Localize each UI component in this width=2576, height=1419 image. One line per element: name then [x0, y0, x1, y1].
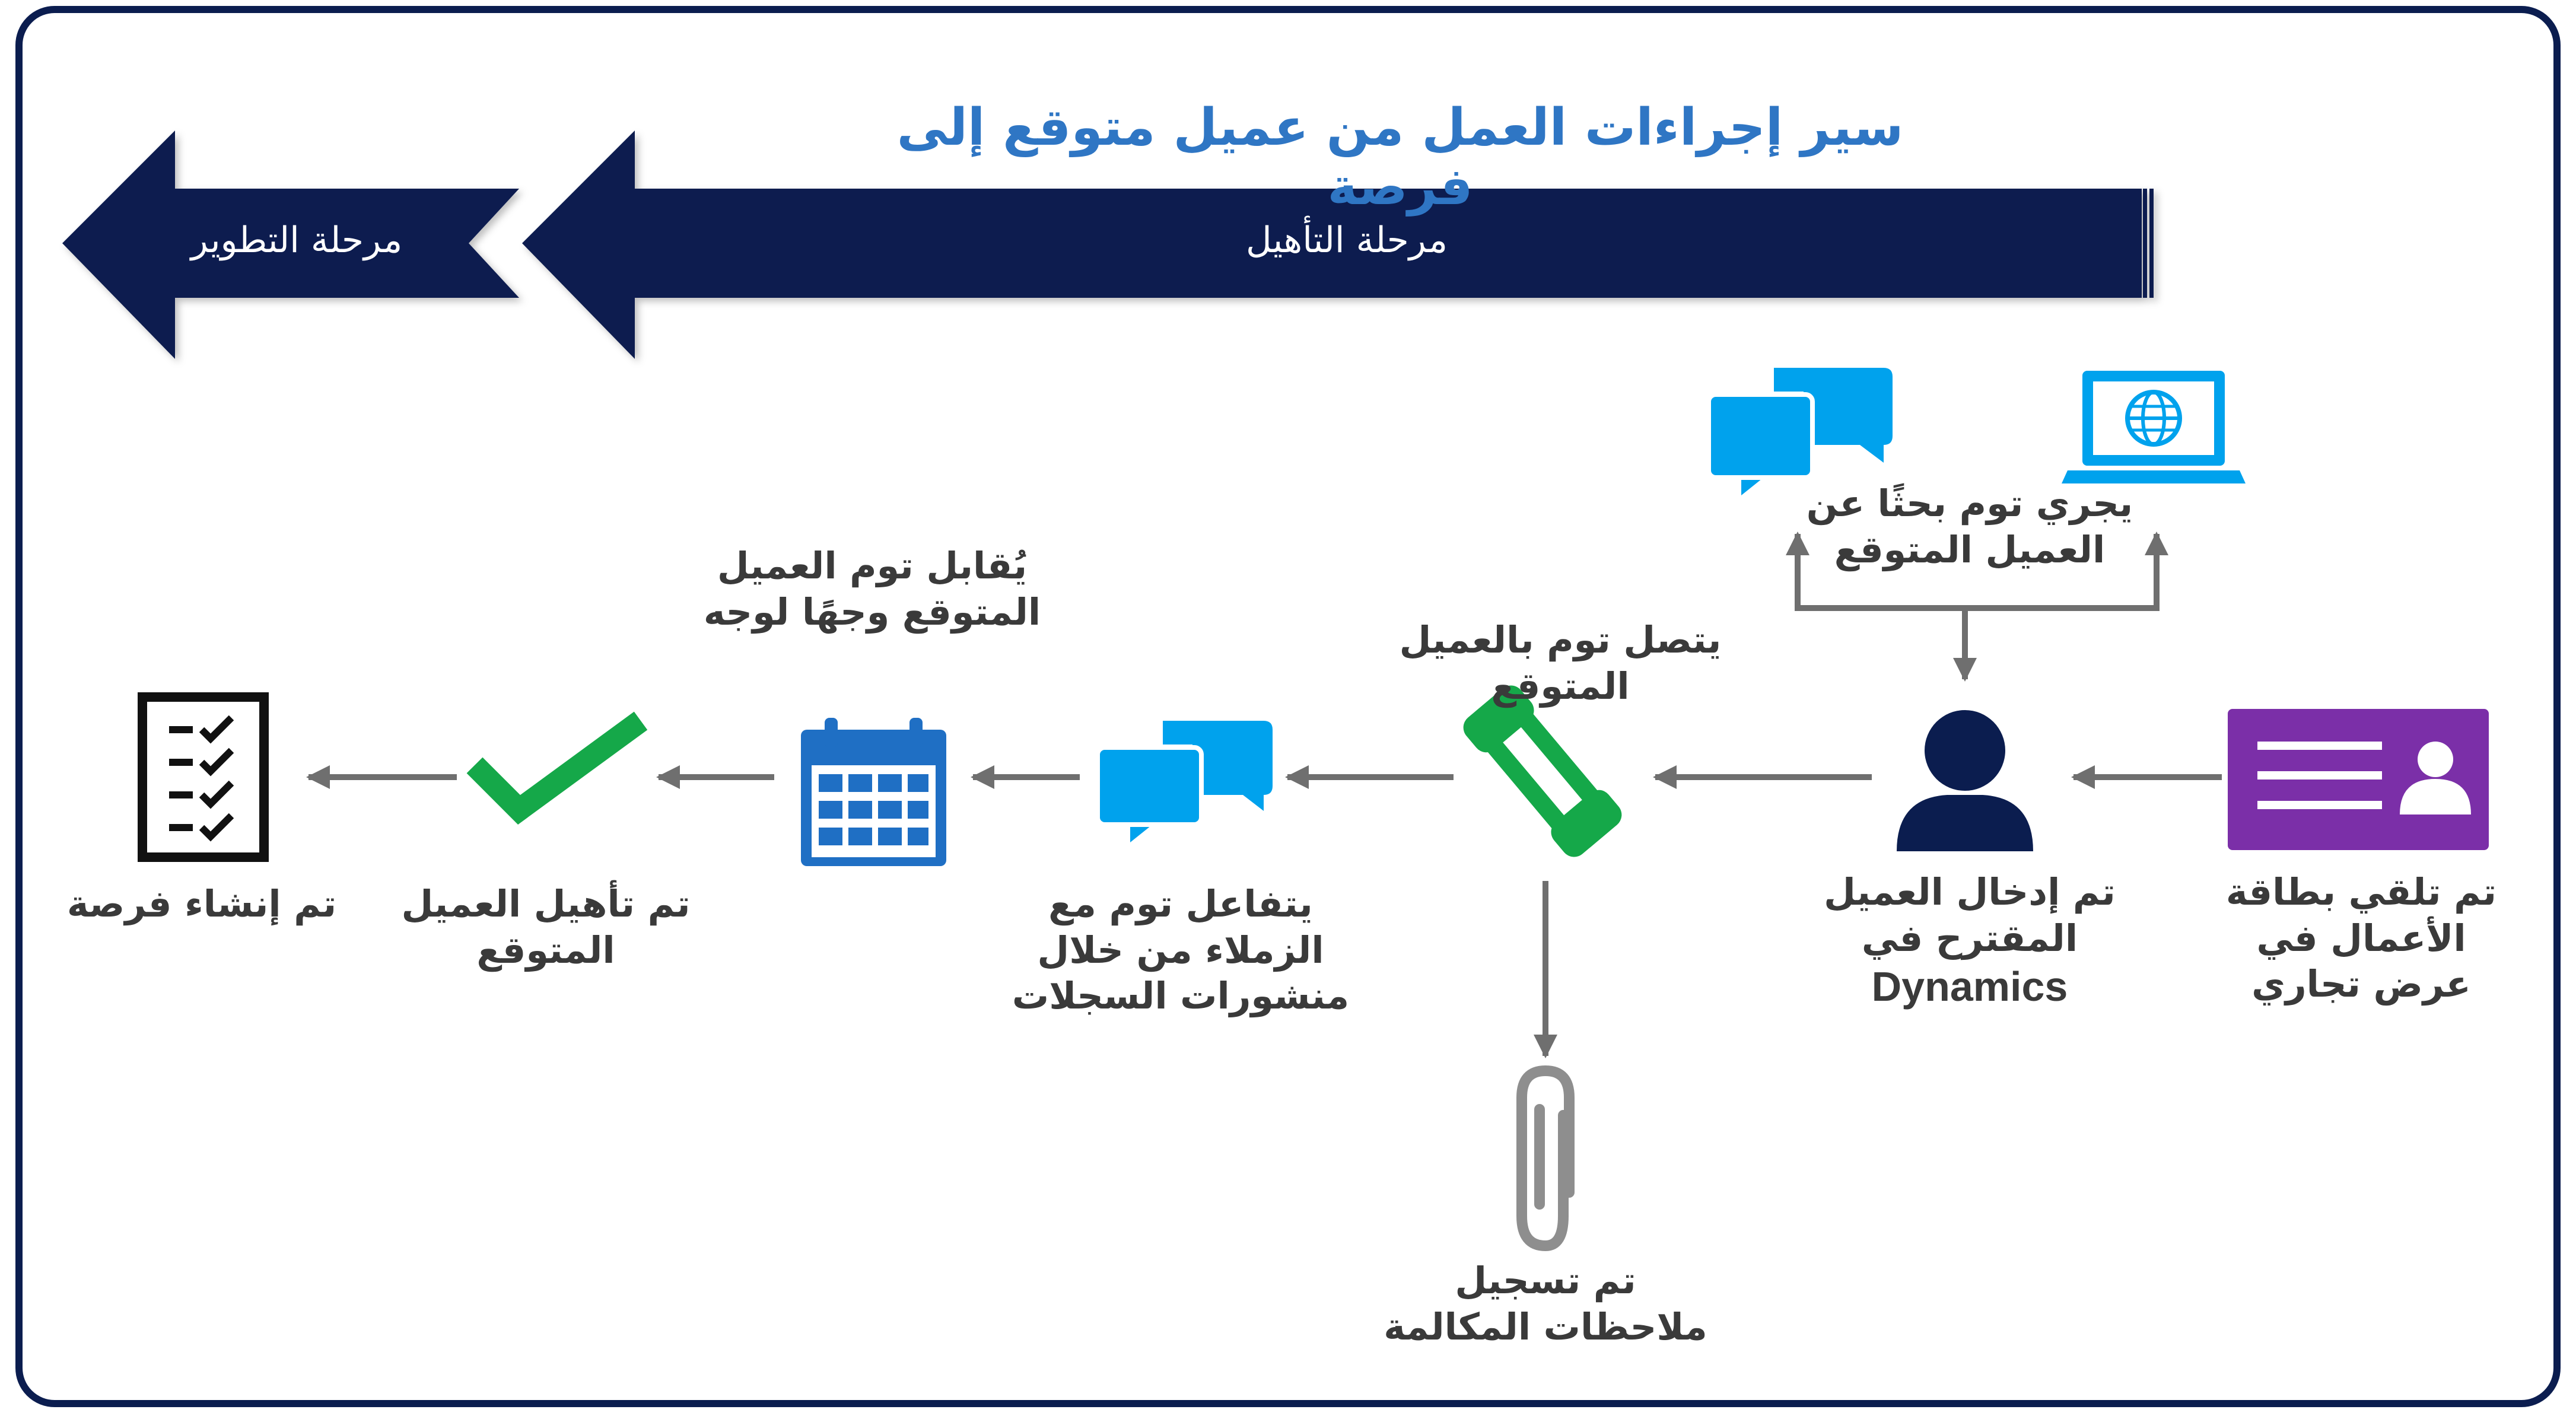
business-card-icon	[2228, 709, 2489, 850]
paperclip-icon	[1516, 1065, 1575, 1252]
chat-bubbles-icon	[1706, 368, 1893, 495]
step-business-card-label: تم تلقي بطاقة الأعمال في عرض تجاري	[2225, 870, 2497, 1006]
phone-icon	[1463, 685, 1622, 857]
calendar-icon	[801, 718, 946, 866]
checklist-icon	[138, 692, 269, 862]
step-lead-entered-label: تم إدخال العميل المقترح في Dynamics	[1824, 870, 2116, 1010]
stage-arrow-qualify	[522, 131, 2154, 359]
step-meeting-label: يُقابل توم العميل المتوقع وجهًا لوجه	[703, 544, 1041, 634]
stage-qualify-label: مرحلة التأهيل	[1246, 219, 1448, 261]
stage-arrow-develop	[62, 131, 519, 359]
stage-develop-label: مرحلة التطوير	[190, 219, 403, 261]
step-qualified-label: تم تأهيل العميل المتوقع	[401, 882, 691, 972]
person-icon	[1897, 710, 2033, 851]
connectors	[306, 532, 2222, 1058]
step-call-notes-label: تم تسجيل ملاحظات المكالمة	[1384, 1259, 1707, 1348]
checkmark-icon	[466, 711, 648, 825]
step-opportunity-label: تم إنشاء فرصة	[66, 882, 337, 925]
step-research-label: يجري توم بحثًا عن العميل المتوقع	[1806, 482, 2133, 571]
step-colleagues-label: يتفاعل توم مع الزملاء من خلال منشورات ال…	[1012, 882, 1350, 1017]
frame	[15, 6, 2561, 1407]
chat-bubbles-icon	[1095, 721, 1273, 842]
diagram-title: سير إجراءات العمل من عميل متوقع إلى فرصة	[896, 98, 1904, 217]
laptop-globe-icon	[2062, 371, 2246, 483]
step-call-label: يتصل توم بالعميل المتوقع	[1399, 618, 1722, 708]
